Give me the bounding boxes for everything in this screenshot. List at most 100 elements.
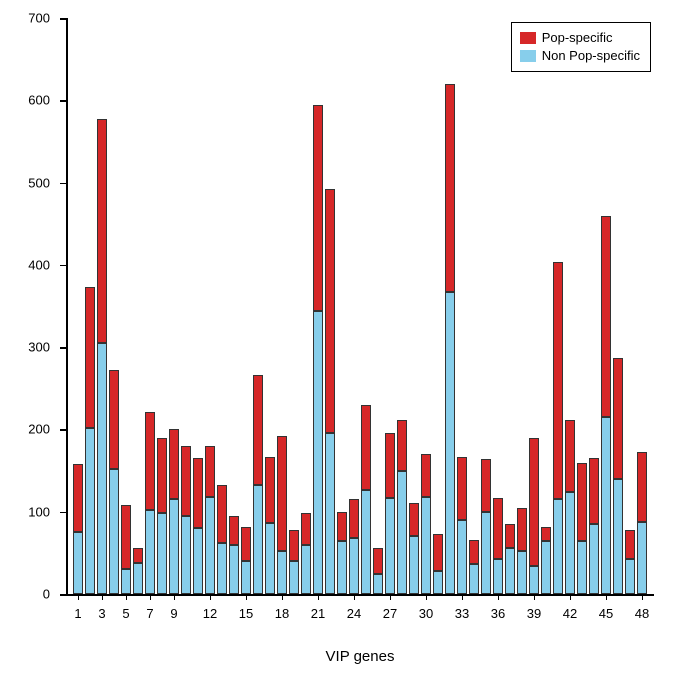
bar-non-pop-specific (409, 536, 419, 594)
bar-pop-specific (229, 516, 239, 545)
bar-non-pop-specific (133, 563, 143, 594)
bar-non-pop-specific (277, 551, 287, 594)
bar-pop-specific (85, 287, 95, 428)
bar-non-pop-specific (553, 499, 563, 594)
bar-pop-specific (193, 458, 203, 528)
bar-non-pop-specific (181, 516, 191, 594)
legend-label: Pop-specific (542, 29, 613, 47)
x-tick-label: 36 (491, 606, 505, 621)
bar-pop-specific (73, 464, 83, 532)
bar-non-pop-specific (313, 311, 323, 594)
bar-pop-specific (601, 216, 611, 417)
bar-pop-specific (541, 527, 551, 541)
bar-non-pop-specific (85, 428, 95, 594)
bar-pop-specific (625, 530, 635, 560)
bar-pop-specific (301, 513, 311, 544)
bar-pop-specific (241, 527, 251, 562)
bar-pop-specific (169, 429, 179, 500)
y-tick-label: 200 (0, 422, 50, 437)
x-tick-mark (246, 594, 247, 600)
legend-swatch (520, 50, 536, 62)
x-tick-label: 9 (170, 606, 177, 621)
x-tick-label: 48 (635, 606, 649, 621)
bar-pop-specific (337, 512, 347, 542)
bar-non-pop-specific (433, 571, 443, 594)
bar-non-pop-specific (121, 569, 131, 594)
bar-non-pop-specific (445, 292, 455, 594)
bar-pop-specific (253, 375, 263, 484)
y-tick-label: 100 (0, 504, 50, 519)
bar-non-pop-specific (577, 541, 587, 594)
bar-non-pop-specific (613, 479, 623, 594)
bar-pop-specific (361, 405, 371, 491)
x-tick-mark (534, 594, 535, 600)
y-tick-label: 0 (0, 587, 50, 602)
legend-item: Pop-specific (520, 29, 640, 47)
y-tick-mark (60, 265, 66, 267)
bar-pop-specific (145, 412, 155, 510)
legend-item: Non Pop-specific (520, 47, 640, 65)
y-tick-label: 300 (0, 340, 50, 355)
bar-pop-specific (277, 436, 287, 551)
x-tick-mark (78, 594, 79, 600)
y-tick-mark (60, 183, 66, 185)
y-tick-mark (60, 18, 66, 20)
x-tick-mark (210, 594, 211, 600)
bar-pop-specific (481, 459, 491, 512)
x-tick-label: 30 (419, 606, 433, 621)
bar-non-pop-specific (637, 522, 647, 594)
bar-non-pop-specific (529, 566, 539, 594)
bar-pop-specific (385, 433, 395, 498)
bar-non-pop-specific (397, 471, 407, 594)
x-tick-mark (126, 594, 127, 600)
bar-non-pop-specific (73, 532, 83, 594)
bar-pop-specific (133, 548, 143, 563)
bar-non-pop-specific (601, 417, 611, 594)
x-tick-label: 1 (74, 606, 81, 621)
y-tick-mark (60, 594, 66, 596)
bar-non-pop-specific (565, 492, 575, 594)
bar-non-pop-specific (337, 541, 347, 594)
legend-swatch (520, 32, 536, 44)
bar-pop-specific (517, 508, 527, 551)
bar-non-pop-specific (481, 512, 491, 594)
x-tick-mark (462, 594, 463, 600)
bar-pop-specific (577, 463, 587, 541)
bar-pop-specific (121, 505, 131, 569)
x-tick-label: 3 (98, 606, 105, 621)
y-tick-label: 600 (0, 93, 50, 108)
bar-non-pop-specific (517, 551, 527, 594)
x-tick-mark (318, 594, 319, 600)
x-tick-label: 15 (239, 606, 253, 621)
y-tick-label: 700 (0, 11, 50, 26)
bar-non-pop-specific (109, 469, 119, 594)
x-tick-label: 12 (203, 606, 217, 621)
bar-pop-specific (157, 438, 167, 514)
x-tick-label: 45 (599, 606, 613, 621)
y-tick-mark (60, 347, 66, 349)
bar-non-pop-specific (229, 545, 239, 594)
y-axis-line (66, 18, 68, 594)
y-tick-label: 500 (0, 175, 50, 190)
bar-non-pop-specific (157, 513, 167, 594)
bar-pop-specific (349, 499, 359, 538)
x-axis-label: VIP genes (66, 648, 654, 665)
bar-non-pop-specific (205, 497, 215, 594)
bar-non-pop-specific (265, 523, 275, 594)
bar-pop-specific (205, 446, 215, 497)
bar-non-pop-specific (241, 561, 251, 594)
bar-pop-specific (445, 84, 455, 292)
bar-pop-specific (181, 446, 191, 516)
bar-non-pop-specific (385, 498, 395, 594)
bar-pop-specific (529, 438, 539, 566)
bar-pop-specific (409, 503, 419, 536)
x-tick-mark (642, 594, 643, 600)
bar-non-pop-specific (289, 561, 299, 594)
bar-pop-specific (637, 452, 647, 522)
bar-pop-specific (469, 540, 479, 565)
legend-label: Non Pop-specific (542, 47, 640, 65)
x-tick-label: 39 (527, 606, 541, 621)
x-tick-mark (102, 594, 103, 600)
x-tick-label: 21 (311, 606, 325, 621)
y-tick-mark (60, 100, 66, 102)
